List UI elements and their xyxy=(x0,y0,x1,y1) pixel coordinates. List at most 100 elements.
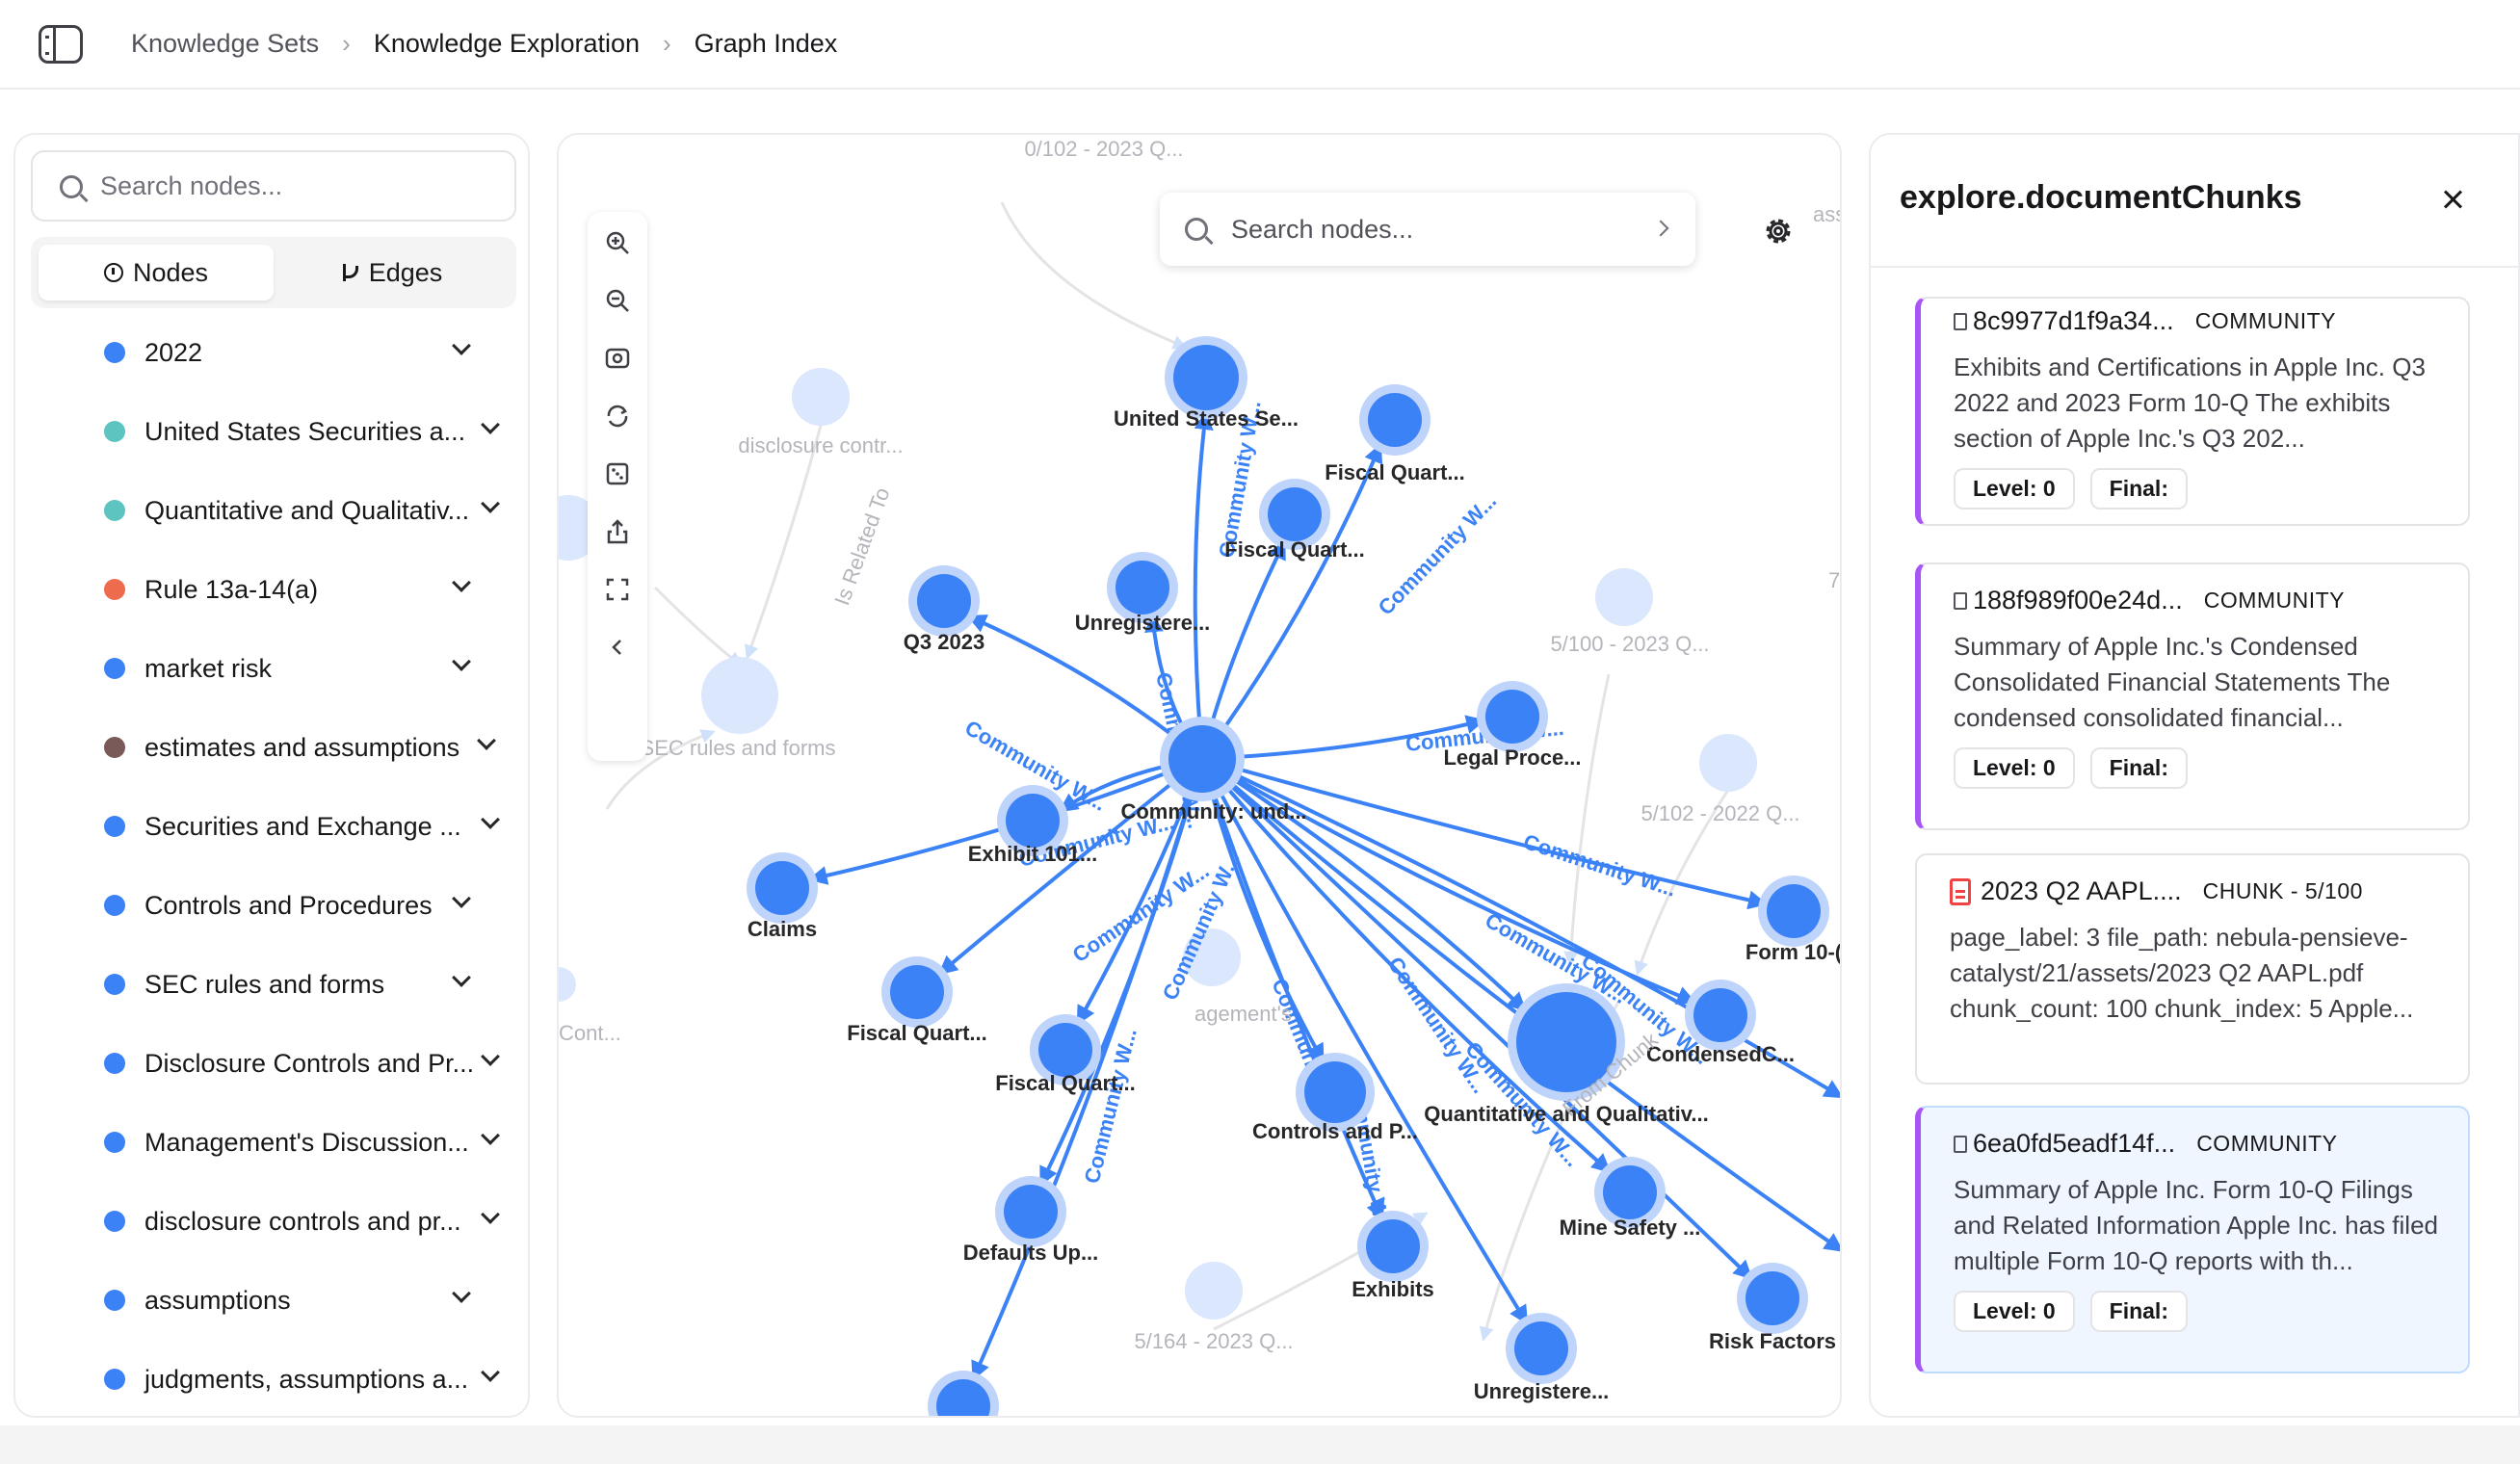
close-icon[interactable] xyxy=(2439,185,2468,214)
node-list-item[interactable]: 2022 xyxy=(15,324,528,381)
chevron-down-icon[interactable] xyxy=(452,1284,471,1303)
chunk-type: COMMUNITY xyxy=(2196,1131,2338,1156)
search-icon xyxy=(60,175,83,198)
node-list-item[interactable]: assumptions xyxy=(15,1271,528,1329)
graph-node xyxy=(890,965,944,1019)
node-search-input[interactable]: Search nodes... xyxy=(31,150,516,222)
faded-edge xyxy=(1000,201,1188,350)
graph-node xyxy=(1485,690,1539,744)
chunk-type: CHUNK - 5/100 xyxy=(2202,878,2363,903)
graph-edge xyxy=(1200,757,1527,1012)
center-node xyxy=(1168,725,1236,793)
chevron-down-icon[interactable] xyxy=(452,652,471,671)
tab-edges[interactable]: Edges xyxy=(274,245,509,301)
settings-gear-icon[interactable] xyxy=(1759,212,1798,250)
graph-node xyxy=(1006,794,1060,848)
graph-node-label: Unregistere... xyxy=(1474,1379,1610,1403)
faded-node xyxy=(559,967,576,1002)
zoom-in-icon[interactable] xyxy=(604,229,631,256)
breadcrumb-separator-icon: › xyxy=(342,29,351,58)
graph-edge xyxy=(1200,758,1325,1064)
chevron-down-icon[interactable] xyxy=(481,810,500,829)
export-icon[interactable] xyxy=(604,518,631,545)
chevron-down-icon[interactable] xyxy=(452,889,471,908)
node-list-item[interactable]: Disclosure Controls and Pr... xyxy=(15,1034,528,1092)
chevron-down-icon[interactable] xyxy=(481,494,500,513)
faded-label: SEC rules and forms xyxy=(641,736,836,760)
panel-title: explore.documentChunks xyxy=(1900,179,2302,216)
chevron-down-icon[interactable] xyxy=(452,968,471,987)
chevron-down-icon[interactable] xyxy=(477,731,496,750)
graph-node xyxy=(1603,1165,1657,1219)
graph-edge xyxy=(1200,758,1529,1325)
graph-edge xyxy=(1200,757,1753,1280)
fullscreen-icon[interactable] xyxy=(604,576,631,603)
random-layout-icon[interactable] xyxy=(604,460,631,487)
edge-label: Community W... xyxy=(1520,829,1679,902)
node-color-dot xyxy=(104,579,125,600)
graph-edge xyxy=(1200,758,1384,1221)
graph-edge xyxy=(1200,757,1612,1173)
graph-node-label: Unregistere... xyxy=(1075,611,1211,635)
node-color-dot xyxy=(104,1290,125,1311)
zoom-out-icon[interactable] xyxy=(604,287,631,314)
tab-nodes[interactable]: Nodes xyxy=(39,245,274,301)
chunk-card[interactable]: 8c9977d1f9a34... COMMUNITY Exhibits and … xyxy=(1915,297,2470,526)
graph-search-input[interactable]: Search nodes... xyxy=(1160,193,1695,266)
node-list-item[interactable]: Quantitative and Qualitativ... xyxy=(15,482,528,539)
tab-edges-label: Edges xyxy=(368,257,443,287)
graph-edge xyxy=(1201,757,1768,910)
graph-node xyxy=(1516,992,1616,1092)
chevron-down-icon[interactable] xyxy=(481,1205,500,1224)
final-badge: Final: xyxy=(2089,468,2188,510)
node-list-item[interactable]: United States Securities a... xyxy=(15,403,528,460)
breadcrumb-knowledge-sets[interactable]: Knowledge Sets xyxy=(131,29,320,58)
node-list-item[interactable]: Management's Discussion... xyxy=(15,1113,528,1171)
breadcrumb-knowledge-exploration[interactable]: Knowledge Exploration xyxy=(373,29,640,58)
graph-node-label: Exhibits xyxy=(1352,1277,1434,1301)
level-badge: Level: 0 xyxy=(1954,747,2075,789)
faded-edge xyxy=(1563,673,1611,966)
chevron-down-icon[interactable] xyxy=(481,1047,500,1066)
fit-view-icon[interactable] xyxy=(604,345,631,372)
level-badge: Level: 0 xyxy=(1954,1291,2075,1332)
chevron-down-icon[interactable] xyxy=(481,1363,500,1382)
chevron-down-icon[interactable] xyxy=(481,415,500,434)
graph-node-label: Fiscal Quart... xyxy=(1224,537,1365,562)
node-list-item[interactable]: SEC rules and forms xyxy=(15,955,528,1013)
search-placeholder: Search nodes... xyxy=(100,170,283,200)
node-list-item[interactable]: judgments, assumptions a... xyxy=(15,1350,528,1408)
edge-label: Community W... xyxy=(1383,953,1492,1098)
node-list-item[interactable]: Securities and Exchange ... xyxy=(15,797,528,855)
faded-node xyxy=(1183,928,1241,986)
node-list-item[interactable]: Rule 13a-14(a) xyxy=(15,561,528,618)
level-badge: Level: 0 xyxy=(1954,468,2075,510)
node-list-item[interactable]: market risk xyxy=(15,640,528,697)
document-chunks-panel: explore.documentChunks 8c9977d1f9a34... … xyxy=(1869,133,2520,1418)
graph-node xyxy=(1514,1321,1568,1375)
graph-canvas[interactable]: Community W... Community W... Community W.… xyxy=(559,135,1842,1418)
sidebar-toggle-icon[interactable] xyxy=(39,24,83,64)
chevron-down-icon[interactable] xyxy=(481,1126,500,1145)
rotate-icon[interactable] xyxy=(604,403,631,430)
chevron-down-icon[interactable] xyxy=(452,573,471,592)
chunk-card[interactable]: 2023 Q2 AAPL.... CHUNK - 5/100 page_labe… xyxy=(1915,853,2470,1085)
chunk-card[interactable]: 188f989f00e24d... COMMUNITY Summary of A… xyxy=(1915,562,2470,830)
graph-node-label: Fiscal Quart... xyxy=(847,1021,987,1045)
chevron-right-icon[interactable] xyxy=(1652,220,1669,237)
panel-divider xyxy=(1871,266,2518,268)
chunk-id: 6ea0fd5eadf14f... xyxy=(1973,1129,2176,1158)
collapse-icon[interactable] xyxy=(604,634,631,661)
node-color-dot xyxy=(104,1211,125,1232)
info-circle-icon xyxy=(103,263,123,282)
chevron-down-icon[interactable] xyxy=(452,336,471,355)
node-list-item[interactable]: Controls and Procedures xyxy=(15,876,528,934)
graph-node-label: Claims xyxy=(748,917,817,941)
node-list-item[interactable]: estimates and assumptions xyxy=(15,719,528,776)
graph-node-label: Fiscal Quart... xyxy=(995,1071,1136,1095)
graph-node xyxy=(1767,884,1821,938)
faded-label: disclosure contr... xyxy=(738,433,903,458)
chunk-card-selected[interactable]: 6ea0fd5eadf14f... COMMUNITY Summary of A… xyxy=(1915,1106,2470,1373)
node-list-item[interactable]: disclosure controls and pr... xyxy=(15,1192,528,1250)
faded-node xyxy=(1185,1262,1243,1320)
